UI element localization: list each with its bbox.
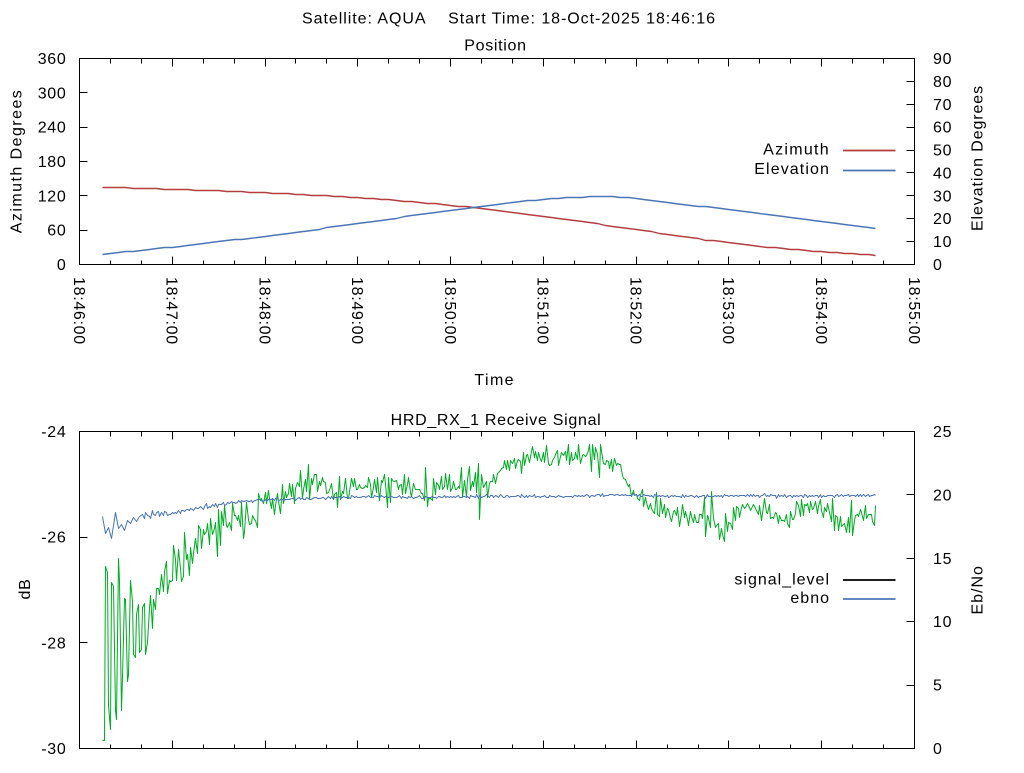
svg-text:50: 50 — [933, 143, 952, 160]
svg-text:300: 300 — [38, 85, 67, 102]
svg-text:signal_level: signal_level — [734, 572, 830, 589]
svg-text:0: 0 — [57, 257, 67, 274]
svg-text:18:48:00: 18:48:00 — [255, 277, 272, 345]
svg-text:40: 40 — [933, 165, 952, 182]
svg-text:18:50:00: 18:50:00 — [441, 277, 458, 345]
svg-text:-28: -28 — [41, 635, 66, 652]
svg-text:0: 0 — [933, 741, 943, 758]
svg-text:15: 15 — [933, 551, 952, 568]
svg-text:0: 0 — [933, 257, 943, 274]
svg-text:18:49:00: 18:49:00 — [348, 277, 365, 345]
svg-text:HRD_RX_1 Receive Signal: HRD_RX_1 Receive Signal — [391, 412, 602, 429]
svg-text:10: 10 — [933, 234, 952, 251]
svg-text:20: 20 — [933, 487, 952, 504]
svg-text:Position: Position — [464, 37, 527, 54]
svg-text:60: 60 — [933, 120, 952, 137]
svg-text:10: 10 — [933, 614, 952, 631]
svg-text:180: 180 — [38, 154, 67, 171]
svg-text:30: 30 — [933, 188, 952, 205]
svg-text:5: 5 — [933, 678, 943, 695]
svg-text:-30: -30 — [41, 741, 66, 758]
svg-text:18:52:00: 18:52:00 — [627, 277, 644, 345]
svg-text:120: 120 — [38, 188, 67, 205]
svg-text:18:47:00: 18:47:00 — [163, 277, 180, 345]
svg-text:Satellite: AQUA Start Time:: Satellite: AQUA Start Time: 18-Oct-2025 … — [302, 10, 716, 27]
svg-text:80: 80 — [933, 74, 952, 91]
svg-text:Elevation: Elevation — [754, 161, 830, 178]
svg-text:240: 240 — [38, 120, 67, 137]
svg-text:dB: dB — [17, 579, 34, 600]
svg-text:-24: -24 — [41, 424, 66, 441]
svg-text:18:55:00: 18:55:00 — [905, 277, 922, 345]
svg-text:60: 60 — [47, 223, 66, 240]
svg-text:Azimuth: Azimuth — [763, 142, 830, 159]
svg-text:Eb/No: Eb/No — [970, 565, 987, 614]
svg-text:25: 25 — [933, 424, 952, 441]
svg-text:90: 90 — [933, 51, 952, 68]
svg-text:70: 70 — [933, 97, 952, 114]
svg-text:360: 360 — [38, 51, 67, 68]
svg-text:18:46:00: 18:46:00 — [70, 277, 87, 345]
svg-text:Azimuth Degrees: Azimuth Degrees — [9, 89, 26, 233]
svg-text:ebno: ebno — [790, 590, 830, 607]
svg-text:18:54:00: 18:54:00 — [812, 277, 829, 345]
svg-text:Time: Time — [474, 372, 515, 389]
svg-text:-26: -26 — [41, 530, 66, 547]
svg-text:18:53:00: 18:53:00 — [719, 277, 736, 345]
svg-text:18:51:00: 18:51:00 — [534, 277, 551, 345]
svg-text:Elevation Degrees: Elevation Degrees — [970, 85, 987, 231]
svg-text:20: 20 — [933, 211, 952, 228]
